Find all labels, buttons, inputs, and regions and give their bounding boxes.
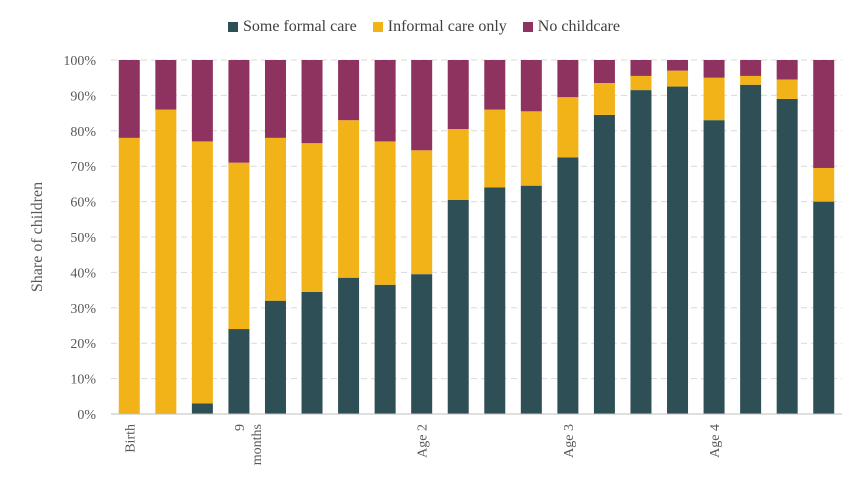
y-tick-label: 30% — [70, 302, 96, 317]
bar-segment-informal — [520, 111, 542, 186]
bar-segment-informal — [228, 162, 250, 330]
bar-segment-formal — [520, 185, 542, 414]
y-tick-label: 20% — [70, 337, 96, 352]
bar-segment-none — [667, 60, 689, 71]
legend-label-none: No childcare — [537, 18, 620, 35]
bar-segment-formal — [813, 201, 835, 414]
bar-segment-informal — [484, 109, 506, 188]
legend-item-informal: Informal care only — [372, 18, 507, 36]
chart-legend: Some formal care Informal care only No c… — [0, 18, 848, 36]
bar-segment-informal — [813, 167, 835, 202]
bar-segment-none — [228, 60, 250, 163]
bar-segment-none — [630, 60, 652, 76]
legend-label-informal: Informal care only — [387, 18, 507, 35]
bar-segment-formal — [667, 86, 689, 415]
bar-segment-informal — [667, 70, 689, 87]
bar-segment-informal — [447, 129, 469, 200]
bar-segment-none — [484, 60, 506, 110]
x-tick-label: 9 months — [233, 424, 265, 465]
bar-segment-none — [191, 60, 213, 142]
bar-segment-informal — [703, 77, 725, 121]
bar-segment-formal — [740, 84, 762, 414]
bar-segment-informal — [374, 141, 396, 285]
y-tick-label: 40% — [70, 266, 96, 281]
bar-segment-formal — [484, 187, 506, 414]
bar-segment-none — [118, 60, 140, 138]
bar-segment-informal — [740, 75, 762, 85]
bar-segment-informal — [338, 120, 360, 278]
y-tick-label: 60% — [70, 196, 96, 211]
bar-segment-formal — [557, 157, 579, 414]
legend-item-none: No childcare — [522, 18, 620, 36]
bar-segment-informal — [630, 75, 652, 91]
y-tick-label: 0% — [77, 408, 96, 423]
legend-swatch-formal — [228, 22, 238, 32]
x-tick-label: Birth — [123, 424, 138, 453]
x-tick-label: Age 3 — [562, 424, 577, 458]
y-tick-label: 90% — [70, 89, 96, 104]
bar-segment-none — [301, 60, 323, 144]
bar-segment-formal — [191, 403, 213, 414]
bar-segment-informal — [411, 150, 433, 275]
bar-segment-formal — [447, 199, 469, 414]
bar-segment-formal — [703, 120, 725, 415]
bar-segment-none — [155, 60, 177, 110]
bar-segment-informal — [155, 109, 177, 414]
legend-label-formal: Some formal care — [243, 18, 357, 35]
bar-segment-none — [813, 60, 835, 168]
bar-segment-informal — [776, 79, 798, 99]
bar-segment-formal — [338, 277, 360, 414]
y-tick-label: 10% — [70, 373, 96, 388]
bar-segment-formal — [630, 90, 652, 414]
bar-segment-formal — [264, 300, 286, 414]
bar-segment-none — [520, 60, 542, 112]
bar-segment-informal — [557, 97, 579, 158]
bar-segment-none — [776, 60, 798, 80]
bar-segment-none — [447, 60, 469, 130]
bar-segment-informal — [264, 137, 286, 301]
y-tick-label: 70% — [70, 160, 96, 175]
bar-segment-informal — [301, 143, 323, 292]
bar-segment-informal — [593, 83, 615, 115]
bar-segment-none — [338, 60, 360, 121]
legend-item-formal: Some formal care — [228, 18, 357, 36]
bar-segment-formal — [374, 284, 396, 414]
bar-segment-none — [374, 60, 396, 142]
bar-segment-informal — [118, 137, 140, 414]
bar-segment-informal — [191, 141, 213, 404]
legend-swatch-informal — [372, 22, 383, 32]
bar-segment-none — [740, 60, 762, 76]
bar-segment-formal — [228, 329, 250, 414]
bar-segment-none — [557, 60, 579, 98]
bar-segment-none — [593, 60, 615, 84]
bar-segment-formal — [776, 98, 798, 414]
bar-segment-formal — [411, 274, 433, 414]
x-tick-label: Age 4 — [708, 424, 723, 458]
bar-segment-formal — [593, 114, 615, 415]
bar-segment-formal — [301, 291, 323, 414]
y-tick-label: 100% — [63, 54, 96, 69]
legend-swatch-none — [522, 22, 533, 32]
bar-segment-none — [411, 60, 433, 151]
x-tick-label: Age 2 — [416, 424, 431, 458]
bar-segment-none — [703, 60, 725, 78]
y-tick-label: 80% — [70, 125, 96, 140]
bar-segment-none — [264, 60, 286, 138]
y-tick-label: 50% — [70, 231, 96, 246]
